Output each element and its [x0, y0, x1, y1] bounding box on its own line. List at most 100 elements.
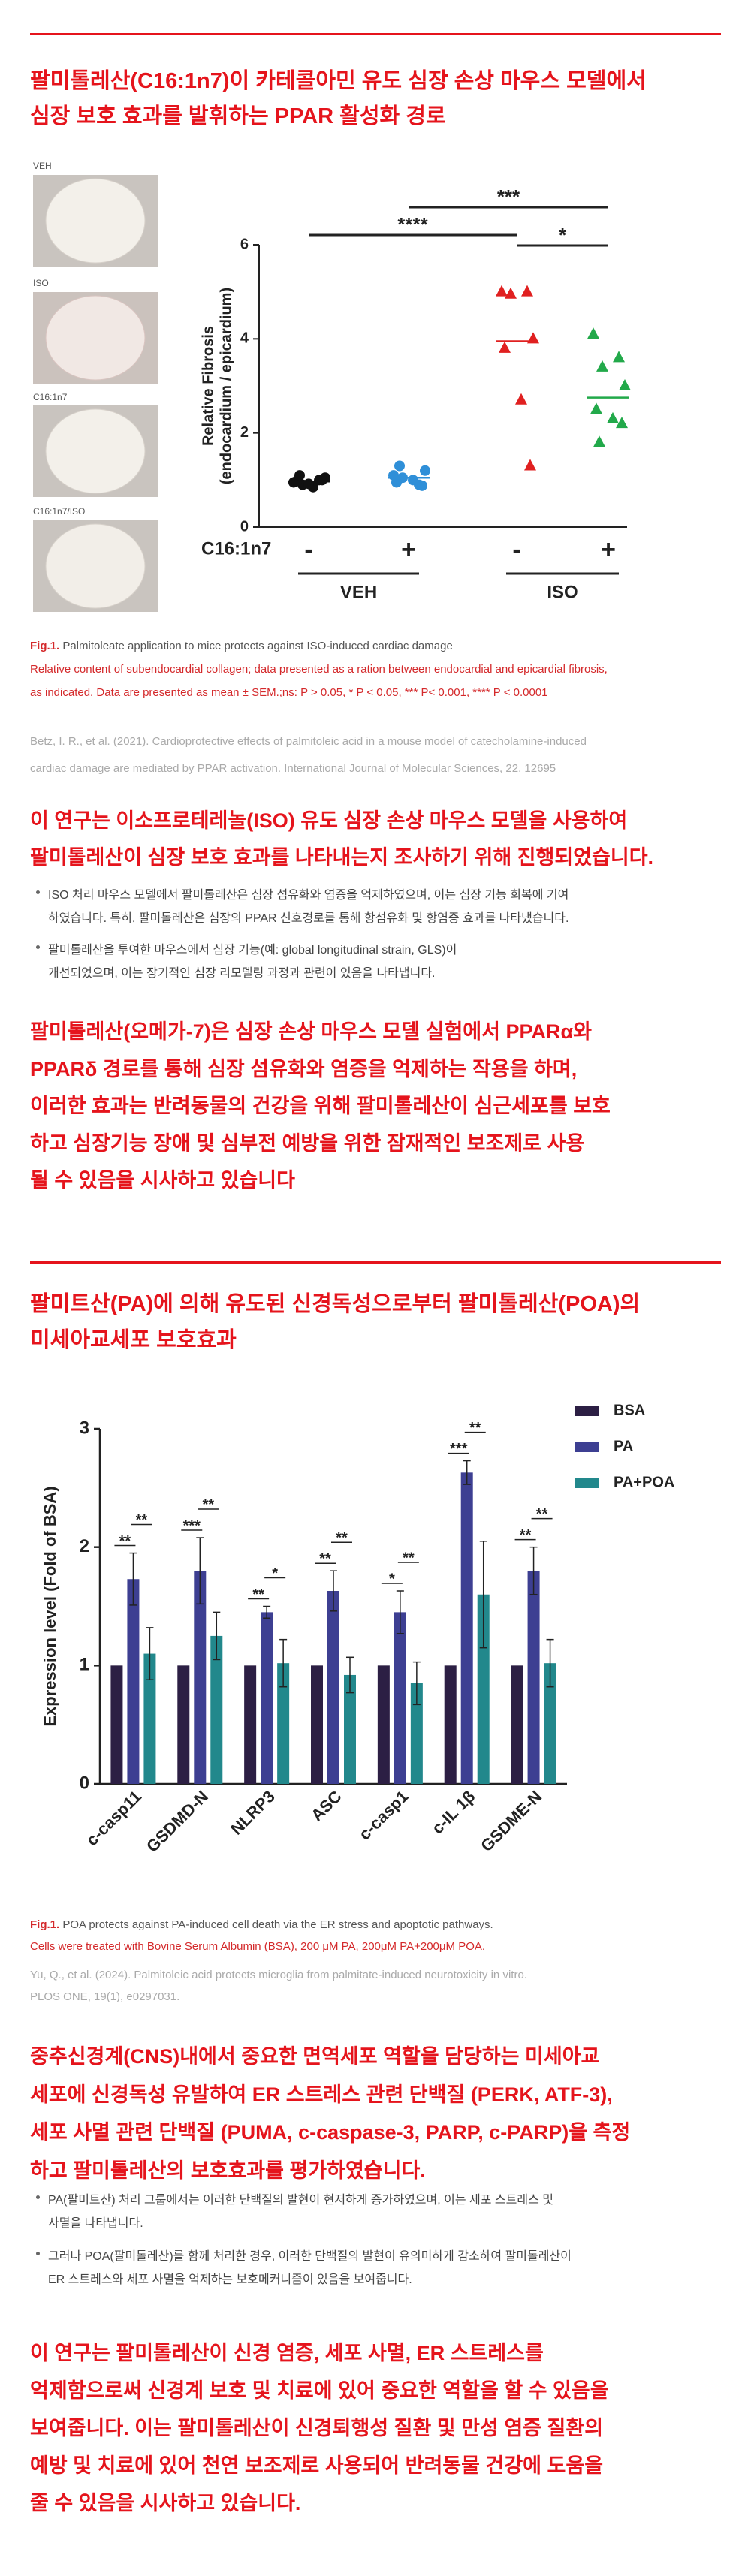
- data-point: [408, 475, 418, 486]
- heading: 하고 팔미톨레산의 보호효과를 평가하였습니다.: [30, 2159, 426, 2182]
- significance-label: ***: [450, 1441, 468, 1457]
- bar: [460, 1472, 473, 1784]
- bar: [244, 1665, 257, 1784]
- bullet-dot: [36, 2252, 40, 2255]
- significance-label: *: [559, 224, 567, 246]
- error-bar: [279, 1638, 288, 1688]
- data-point: [303, 478, 314, 490]
- conclusion: 될 수 있음을 시사하고 있습니다: [30, 1169, 295, 1192]
- bar: [377, 1665, 390, 1784]
- heading: 팔미톨레산이 심장 보호 효과를 나타내는지 조사하기 위해 진행되었습니다.: [30, 846, 654, 869]
- significance-label: **: [520, 1527, 532, 1544]
- bar: [143, 1653, 156, 1784]
- y-axis-label: (endocardium / epicardium): [218, 288, 234, 484]
- data-point: [499, 341, 511, 353]
- legend-swatch: [575, 1442, 599, 1452]
- conclusion: 보여줍니다. 이는 팔미톨레산이 신경퇴행성 질환 및 만성 염증 질환의: [30, 2417, 604, 2439]
- error-bar: [463, 1460, 471, 1485]
- data-point: [294, 470, 305, 481]
- x-tick-label: ASC: [307, 1787, 345, 1825]
- x-tick-label: c-casp1: [355, 1787, 412, 1844]
- divider: [30, 33, 721, 35]
- title: 심장 보호 효과를 발휘하는 PPAR 활성화 경로: [30, 104, 446, 128]
- x-axis-label: C16:1n7: [201, 538, 271, 559]
- heading: 이 연구는 이소프로테레놀(ISO) 유도 심장 손상 마우스 모델을 사용하여: [30, 809, 628, 832]
- bullet-text: 팔미톨레산을 투여한 마우스에서 심장 기능(예: global longitu…: [48, 944, 457, 957]
- panel-label: ISO: [33, 278, 49, 288]
- y-tick-label: 3: [80, 1418, 89, 1438]
- bullet-text: 하였습니다. 특히, 팔미톨레산은 심장의 PPAR 신호경로를 통해 항섬유화…: [48, 912, 569, 925]
- data-point: [619, 379, 631, 390]
- bullet-text: ER 스트레스와 세포 사멸을 억제하는 보호메커니즘이 있음을 보여줍니다.: [48, 2273, 412, 2286]
- caption-text: Relative content of subendocardial colla…: [30, 663, 608, 676]
- error-bar: [196, 1537, 204, 1605]
- conclusion: 이러한 효과는 반려동물의 건강을 위해 팔미톨레산이 심근세포를 보호: [30, 1095, 611, 1117]
- caption-label: Fig.1.: [30, 640, 60, 652]
- legend-label: PA: [614, 1438, 633, 1454]
- bullet-dot: [36, 2195, 40, 2199]
- heart-section: [45, 408, 146, 494]
- y-tick-label: 4: [240, 330, 249, 347]
- caption-label: Fig.1.: [30, 1918, 60, 1931]
- panel-label: C16:1n7: [33, 392, 68, 402]
- significance-label: **: [536, 1506, 548, 1523]
- bar: [110, 1665, 123, 1784]
- data-point: [524, 459, 536, 471]
- error-bar: [263, 1605, 271, 1619]
- caption: Fig.1. Palmitoleate application to mice …: [30, 640, 453, 652]
- significance-label: **: [319, 1550, 331, 1567]
- bullet-text: ISO 처리 마우스 모델에서 팔미톨레산은 심장 섬유화와 염증을 억제하였으…: [48, 889, 569, 902]
- x-tick-label: GSDME-N: [477, 1787, 545, 1855]
- bar: [194, 1571, 207, 1784]
- bullet-text: 사멸을 나타냅니다.: [48, 2217, 143, 2230]
- caption-text: Cells were treated with Bovine Serum Alb…: [30, 1940, 486, 1953]
- x-tick-label: +: [401, 535, 416, 564]
- conclusion: PPARδ 경로를 통해 심장 섬유화와 염증을 억제하는 작용을 하며,: [30, 1057, 578, 1080]
- legend-swatch: [575, 1478, 599, 1488]
- panel-label: VEH: [33, 161, 52, 171]
- significance-label: **: [469, 1420, 481, 1436]
- group-label: VEH: [340, 582, 377, 602]
- legend-label: PA+POA: [614, 1474, 674, 1490]
- y-tick-label: 2: [80, 1536, 89, 1556]
- x-tick-label: c-casp11: [83, 1787, 145, 1849]
- caption-text: Palmitoleate application to mice protect…: [59, 640, 453, 652]
- x-tick-label: c-IL 1β: [428, 1787, 479, 1838]
- bar: [344, 1674, 356, 1784]
- data-point: [417, 480, 427, 491]
- y-axis-label: Relative Fibrosis: [200, 326, 216, 446]
- error-bar: [146, 1627, 154, 1681]
- significance-label: **: [252, 1586, 264, 1603]
- bar: [177, 1665, 190, 1784]
- error-bar: [346, 1656, 354, 1694]
- title: 미세아교세포 보호효과: [30, 1328, 237, 1352]
- x-tick-label: +: [601, 535, 616, 564]
- heading: 중추신경계(CNS)내에서 중요한 면역세포 역할을 담당하는 미세아교: [30, 2045, 600, 2068]
- data-point: [496, 285, 508, 297]
- data-point: [587, 327, 599, 339]
- x-tick-label: GSDMD-N: [143, 1787, 212, 1856]
- bar: [511, 1665, 523, 1784]
- conclusion: 이 연구는 팔미톨레산이 신경 염증, 세포 사멸, ER 스트레스를: [30, 2342, 544, 2364]
- significance-label: *: [272, 1565, 278, 1582]
- citation: Yu, Q., et al. (2024). Palmitoleic acid …: [30, 1969, 527, 1981]
- heart-section: [45, 178, 146, 264]
- y-tick-label: 2: [240, 424, 249, 441]
- figure-cardiac: VEH ISO C16:1n7 C16:1n7/ISO 0 2 4 6 Relative…: [33, 161, 631, 612]
- heart-section: [45, 295, 146, 381]
- y-tick-label: 0: [80, 1773, 89, 1793]
- x-tick-label: -: [304, 535, 312, 564]
- bullet-text: 그러나 POA(팔미톨레산)를 함께 처리한 경우, 이러한 단백질의 발현이 …: [48, 2250, 572, 2263]
- bullet-text: 개선되었으며, 이는 장기적인 심장 리모델링 과정과 관련이 있음을 나타냅니…: [48, 967, 436, 980]
- heading: 세포에 신경독성 유발하여 ER 스트레스 관련 단백질 (PERK, ATF-…: [30, 2083, 613, 2106]
- significance-label: **: [202, 1496, 214, 1513]
- x-tick-label: NLRP3: [227, 1787, 279, 1839]
- citation: cardiac damage are mediated by PPAR acti…: [30, 762, 556, 775]
- conclusion: 억제함으로써 신경계 보호 및 치료에 있어 중요한 역할을 할 수 있음을: [30, 2379, 609, 2402]
- citation: PLOS ONE, 19(1), e0297031.: [30, 1990, 180, 2003]
- data-point: [521, 285, 533, 297]
- bar: [277, 1663, 290, 1784]
- significance-label: **: [136, 1512, 148, 1529]
- bar: [210, 1635, 223, 1784]
